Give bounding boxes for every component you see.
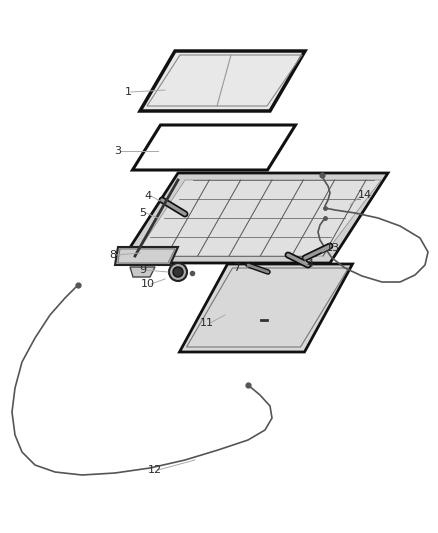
Text: 3: 3 xyxy=(114,146,121,156)
Text: 14: 14 xyxy=(358,190,372,200)
Polygon shape xyxy=(115,247,178,265)
Text: 5: 5 xyxy=(139,208,146,218)
Text: 7: 7 xyxy=(233,263,240,273)
Text: 1: 1 xyxy=(124,87,131,97)
Polygon shape xyxy=(180,264,353,352)
Text: 8: 8 xyxy=(110,250,117,260)
Text: 4: 4 xyxy=(145,191,152,201)
Text: 10: 10 xyxy=(141,279,155,289)
Polygon shape xyxy=(130,267,155,277)
Text: 9: 9 xyxy=(139,265,147,275)
Polygon shape xyxy=(118,249,175,263)
Circle shape xyxy=(169,263,187,281)
Text: 12: 12 xyxy=(148,465,162,475)
Polygon shape xyxy=(140,51,305,111)
Text: 13: 13 xyxy=(326,243,340,253)
Polygon shape xyxy=(135,180,381,256)
Text: 4: 4 xyxy=(307,259,314,269)
Text: 11: 11 xyxy=(200,318,214,328)
Polygon shape xyxy=(120,173,388,263)
Circle shape xyxy=(173,267,183,277)
